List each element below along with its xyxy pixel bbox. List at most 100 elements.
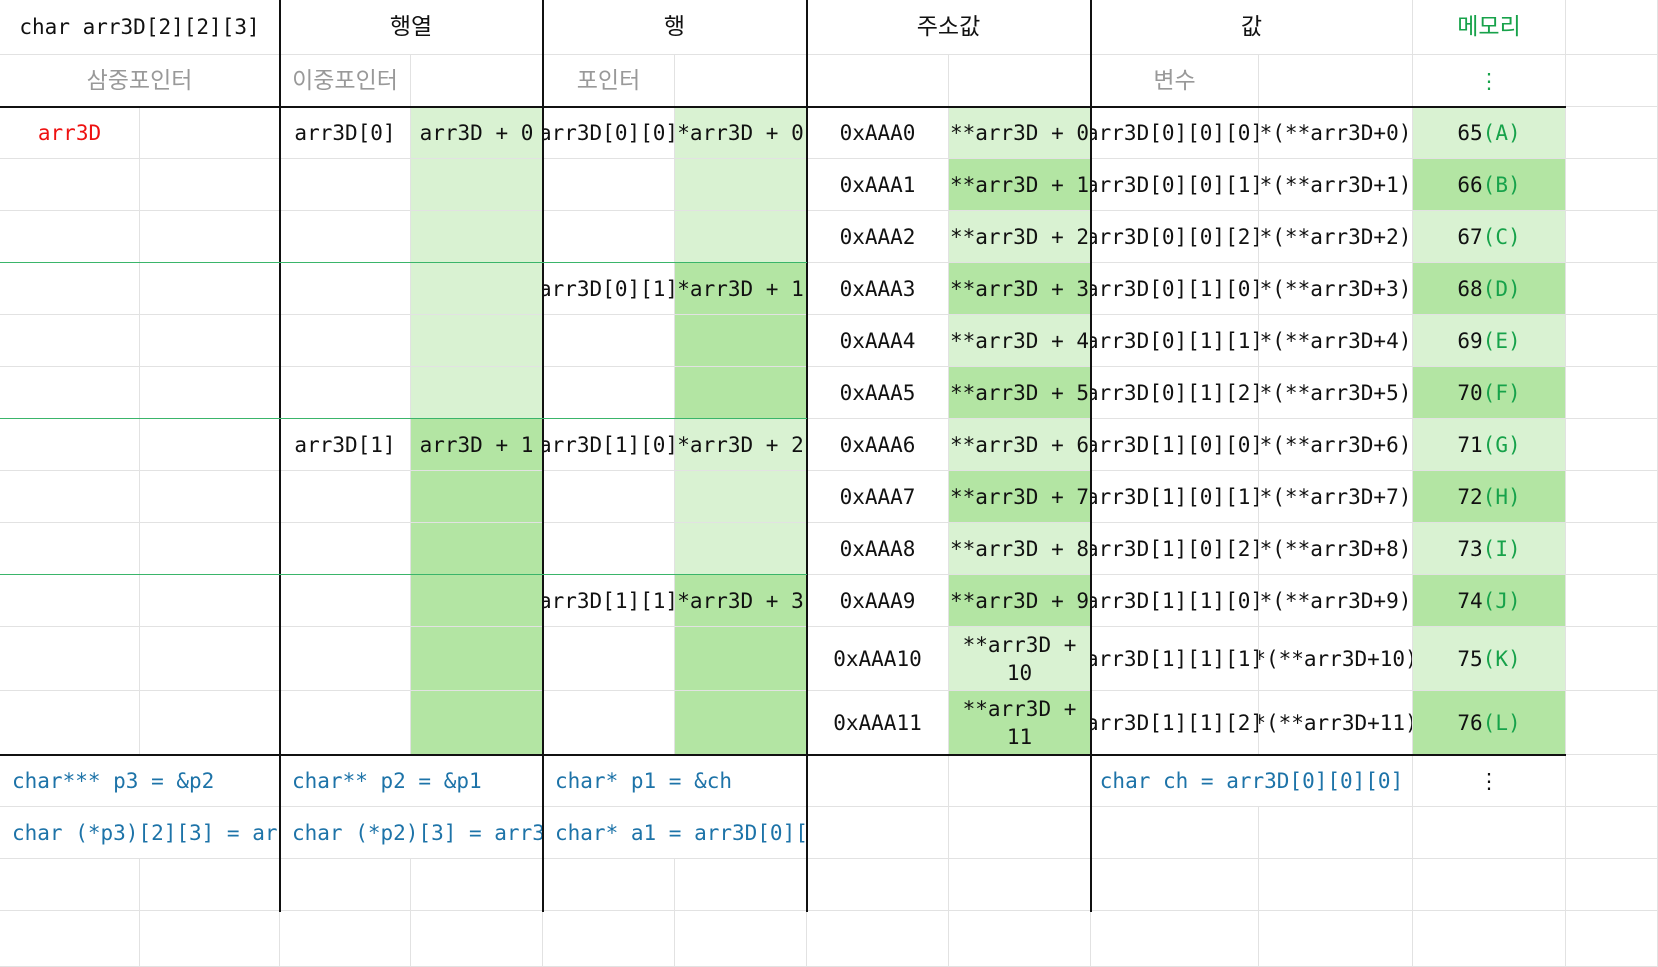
blank-cell: [1413, 859, 1566, 911]
array-name: arr3D: [0, 107, 140, 159]
blank-cell: [1566, 755, 1658, 807]
blank-cell: [543, 315, 675, 367]
blank-cell: [675, 911, 807, 967]
row-fill: [675, 159, 807, 211]
blank-cell: [140, 471, 280, 523]
element-variable: arr3D[0][1][1]: [1091, 315, 1259, 367]
memory-cell: 65 (A): [1413, 107, 1566, 159]
row-fill: [675, 691, 807, 755]
blank-cell: [807, 911, 949, 967]
element-dereference: *(**arr3D+7): [1259, 471, 1413, 523]
blank-cell: [0, 211, 140, 263]
row-fill: [675, 523, 807, 575]
blank-cell: [1566, 911, 1658, 967]
blank-cell: [949, 755, 1091, 807]
blank-cell: [280, 471, 411, 523]
header-row: 행: [543, 0, 807, 55]
blank-cell: [1413, 911, 1566, 967]
blank-cell: [1566, 0, 1658, 55]
address-expression: **arr3D + 4: [949, 315, 1091, 367]
blank-cell: [1566, 807, 1658, 859]
blank-cell: [1566, 211, 1658, 263]
header-value: 값: [1091, 0, 1413, 55]
memory-cell: 74 (J): [1413, 575, 1566, 627]
memory-char: (L): [1482, 710, 1521, 735]
memory-value: 71: [1457, 432, 1483, 457]
blank-cell: [411, 55, 543, 107]
blank-cell: [0, 159, 140, 211]
blank-cell: [543, 911, 675, 967]
column-separator: [542, 0, 544, 912]
memory-cell: 70 (F): [1413, 367, 1566, 419]
blank-cell: [807, 55, 949, 107]
row-fill: [675, 627, 807, 691]
blank-cell: [0, 367, 140, 419]
matrix-name: arr3D[1]: [280, 419, 411, 471]
memory-value: 66: [1457, 172, 1483, 197]
element-variable: arr3D[1][0][0]: [1091, 419, 1259, 471]
blank-cell: [0, 575, 140, 627]
blank-cell: [1566, 691, 1658, 755]
matrix-name: arr3D[0]: [280, 107, 411, 159]
memory-value: 68: [1457, 276, 1483, 301]
address-expression: **arr3D + 2: [949, 211, 1091, 263]
row-name: arr3D[1][1]: [543, 575, 675, 627]
blank-cell: [0, 627, 140, 691]
declaration-variable: char ch = arr3D[0][0][0]: [1091, 755, 1413, 807]
memory-ellipsis: ⋮: [1413, 55, 1566, 107]
blank-cell: [280, 911, 411, 967]
blank-cell: [0, 911, 140, 967]
row-name: arr3D[0][0]: [543, 107, 675, 159]
memory-char: (E): [1482, 328, 1521, 353]
blank-cell: [1259, 911, 1413, 967]
blank-cell: [543, 211, 675, 263]
memory-value: 65: [1457, 120, 1483, 145]
element-variable: arr3D[0][1][0]: [1091, 263, 1259, 315]
subheader-pointer: 포인터: [543, 55, 675, 107]
element-variable: arr3D[0][0][0]: [1091, 107, 1259, 159]
blank-cell: [140, 575, 280, 627]
element-dereference: *(**arr3D+8): [1259, 523, 1413, 575]
memory-cell: 73 (I): [1413, 523, 1566, 575]
matrix-fill: [411, 471, 543, 523]
blank-cell: [0, 859, 140, 911]
address-value: 0xAAA10: [807, 627, 949, 691]
blank-cell: [1566, 159, 1658, 211]
blank-cell: [1566, 107, 1658, 159]
element-dereference: *(**arr3D+4): [1259, 315, 1413, 367]
address-expression: **arr3D + 9: [949, 575, 1091, 627]
blank-cell: [1566, 523, 1658, 575]
blank-cell: [0, 691, 140, 755]
memory-char: (I): [1482, 536, 1521, 561]
address-value: 0xAAA1: [807, 159, 949, 211]
blank-cell: [1259, 55, 1413, 107]
element-dereference: *(**arr3D+10): [1259, 627, 1413, 691]
declaration-pointer: char* p1 = &ch: [543, 755, 807, 807]
matrix-fill: [411, 159, 543, 211]
row-name: arr3D[1][0]: [543, 419, 675, 471]
element-variable: arr3D[1][1][0]: [1091, 575, 1259, 627]
blank-cell: [543, 859, 675, 911]
blank-cell: [140, 367, 280, 419]
memory-char: (F): [1482, 380, 1521, 405]
blank-cell: [140, 419, 280, 471]
blank-cell: [411, 911, 543, 967]
blank-cell: [0, 263, 140, 315]
element-dereference: *(**arr3D+5): [1259, 367, 1413, 419]
blank-cell: [280, 263, 411, 315]
memory-value: 76: [1457, 710, 1483, 735]
address-value: 0xAAA0: [807, 107, 949, 159]
matrix-fill: [411, 367, 543, 419]
memory-value: 70: [1457, 380, 1483, 405]
blank-cell: [280, 691, 411, 755]
row-fill: [675, 315, 807, 367]
address-value: 0xAAA8: [807, 523, 949, 575]
address-value: 0xAAA9: [807, 575, 949, 627]
element-variable: arr3D[1][1][1]: [1091, 627, 1259, 691]
memory-char: (C): [1482, 224, 1521, 249]
header-memory: 메모리: [1413, 0, 1566, 55]
matrix-expression: arr3D + 1: [411, 419, 543, 471]
memory-char: (H): [1482, 484, 1521, 509]
element-dereference: *(**arr3D+11): [1259, 691, 1413, 755]
memory-char: (B): [1482, 172, 1521, 197]
